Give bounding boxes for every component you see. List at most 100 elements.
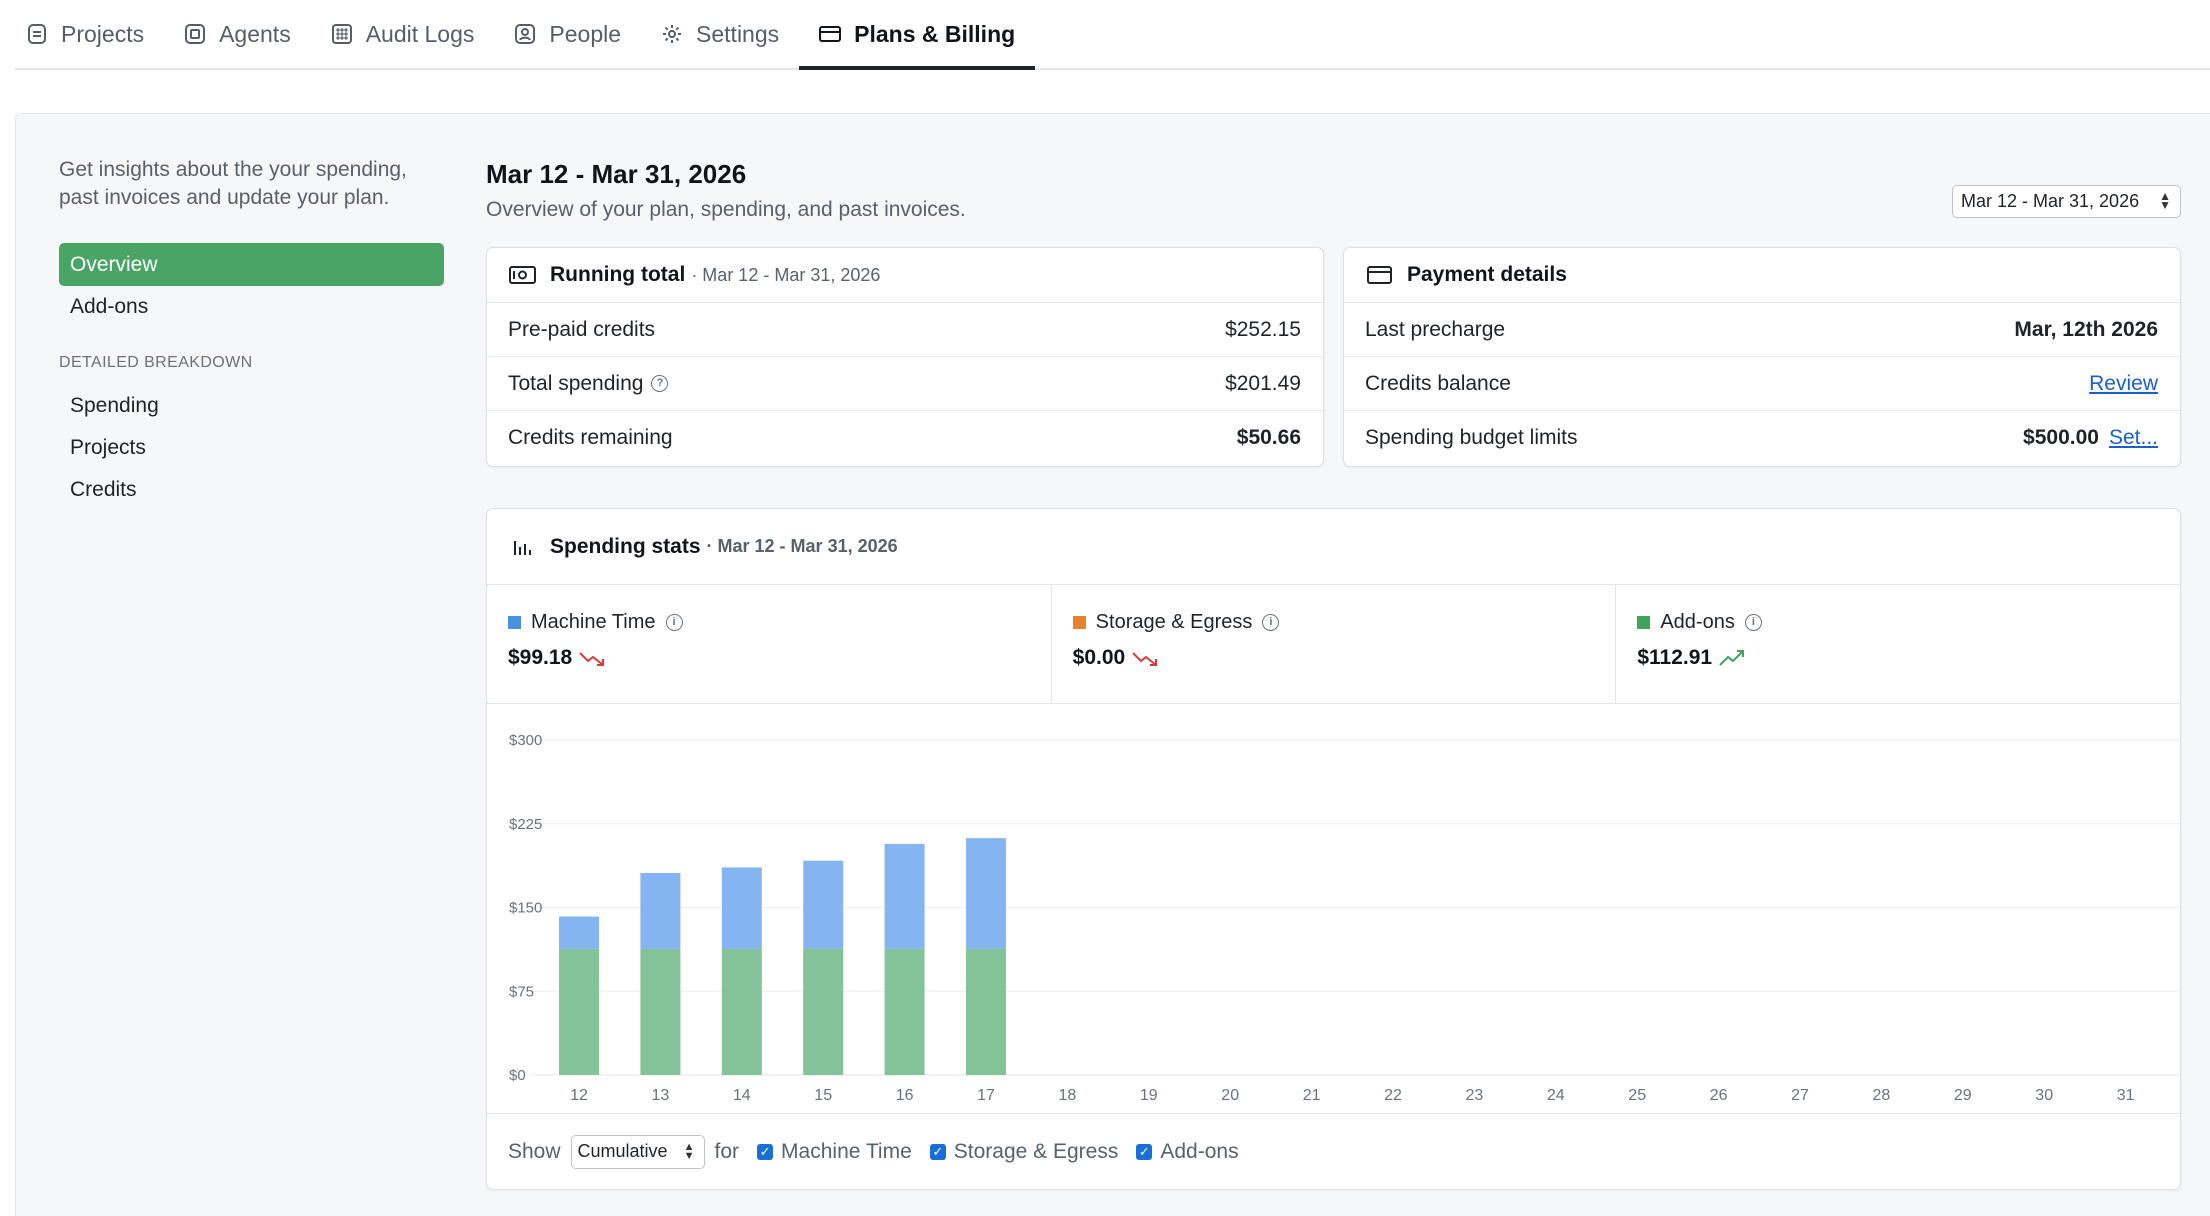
tab-plans-billing[interactable]: Plans & Billing — [799, 0, 1036, 70]
spending-stats-card: Spending stats · Mar 12 - Mar 31, 2026 M… — [486, 508, 2181, 1190]
y-tick-label: $0 — [509, 1067, 526, 1084]
x-tick-label: 31 — [2117, 1087, 2135, 1104]
mode-select[interactable]: Cumulative ▲ ▼ — [570, 1134, 705, 1169]
x-tick-label: 21 — [1303, 1087, 1321, 1104]
sidebar-item-overview[interactable]: Overview — [59, 243, 444, 286]
x-tick-label: 15 — [814, 1087, 832, 1104]
bar-chart-icon — [514, 540, 531, 555]
stat-value: $0.00 — [1072, 646, 1126, 669]
filter-machine-time[interactable]: ✓ Machine Time — [757, 1140, 912, 1164]
people-icon — [515, 24, 536, 44]
bar-segment — [884, 948, 925, 1075]
row-label: Spending budget limits — [1365, 426, 1578, 449]
x-tick-label: 26 — [1710, 1087, 1728, 1104]
x-tick-label: 22 — [1384, 1087, 1402, 1104]
money-icon — [509, 266, 536, 284]
sidebar-item-label: Overview — [70, 252, 158, 276]
row-value: $50.66 — [1236, 426, 1301, 449]
filter-storage-egress[interactable]: ✓ Storage & Egress — [929, 1140, 1118, 1164]
budget-limits-row: Spending budget limits $500.00 Set... — [1344, 411, 2180, 465]
bar-segment — [640, 948, 681, 1075]
tab-label: Plans & Billing — [854, 20, 1016, 47]
sidebar-item-projects[interactable]: Projects — [59, 426, 444, 469]
page-title: Mar 12 - Mar 31, 2026 — [486, 159, 747, 189]
row-label: Last precharge — [1365, 317, 1506, 341]
bar-segment — [966, 838, 1006, 949]
tab-agents[interactable]: Agents — [164, 0, 311, 68]
row-label: Credits balance — [1365, 371, 1511, 395]
card-title: Spending stats — [550, 534, 701, 558]
tab-projects[interactable]: Projects — [15, 0, 164, 68]
gear-icon — [663, 25, 682, 43]
credits-balance-row: Credits balance Review — [1344, 357, 2180, 411]
bar-segment — [721, 867, 762, 949]
bar-segment — [721, 948, 762, 1075]
stat-storage-egress: Storage & Egress i $0.00 — [1052, 585, 1617, 703]
x-tick-label: 14 — [733, 1087, 751, 1104]
card-range: · Mar 12 - Mar 31, 2026 — [691, 264, 881, 285]
row-value: $201.49 — [1225, 371, 1301, 395]
card-header: Spending stats · Mar 12 - Mar 31, 2026 — [487, 509, 2180, 585]
page-subtitle: Overview of your plan, spending, and pas… — [486, 198, 966, 221]
stat-value: $112.91 — [1637, 646, 1713, 669]
row-label: Total spending — [508, 371, 644, 395]
tab-label: Settings — [696, 20, 780, 47]
info-icon[interactable]: i — [1262, 614, 1280, 631]
filter-add-ons[interactable]: ✓ Add-ons — [1136, 1139, 1239, 1164]
sidebar-intro: Get insights about the your spending, pa… — [59, 158, 407, 209]
filter-label: Machine Time — [781, 1139, 912, 1163]
checkbox-checked-icon[interactable]: ✓ — [1136, 1143, 1153, 1160]
x-tick-label: 23 — [1466, 1087, 1484, 1104]
row-value: $500.00 — [2023, 426, 2099, 449]
bar-segment — [559, 948, 599, 1075]
x-tick-label: 17 — [977, 1087, 995, 1104]
stat-label: Add-ons — [1660, 611, 1735, 633]
tab-people[interactable]: People — [494, 0, 641, 68]
mode-value: Cumulative — [577, 1141, 668, 1161]
info-icon[interactable]: i — [1744, 614, 1762, 631]
select-arrows-icon: ▲ ▼ — [683, 1140, 695, 1162]
tab-audit-logs[interactable]: Audit Logs — [311, 0, 495, 68]
stat-value: $99.18 — [508, 646, 573, 669]
show-label: Show — [508, 1139, 561, 1163]
bar-segment — [640, 872, 681, 949]
trend-up-icon — [1719, 650, 1745, 666]
tab-label: People — [549, 20, 622, 47]
bar-segment — [559, 916, 599, 949]
checkbox-checked-icon[interactable]: ✓ — [757, 1143, 774, 1160]
date-range-select[interactable]: Mar 12 - Mar 31, 2026 ▲ ▼ — [1952, 185, 2181, 218]
sidebar-item-label: Add-ons — [70, 294, 149, 318]
x-tick-label: 30 — [2035, 1087, 2053, 1104]
credits-remaining-row: Credits remaining $50.66 — [487, 411, 1323, 465]
info-icon[interactable]: i — [665, 614, 683, 631]
sidebar-item-spending[interactable]: Spending — [59, 384, 444, 427]
total-spending-row: Total spending ? $201.49 — [487, 357, 1323, 411]
card-title: Running total — [550, 263, 686, 286]
bar-segment — [966, 948, 1006, 1075]
x-tick-label: 20 — [1221, 1087, 1239, 1104]
audit-logs-icon — [331, 24, 352, 44]
checkbox-checked-icon[interactable]: ✓ — [929, 1143, 946, 1160]
x-tick-label: 28 — [1873, 1087, 1891, 1104]
sidebar-item-credits[interactable]: Credits — [59, 468, 444, 511]
tab-label: Projects — [61, 20, 145, 47]
y-tick-label: $225 — [509, 816, 542, 833]
card-header: Payment details — [1344, 248, 2180, 303]
legend-swatch — [1637, 616, 1651, 629]
tab-settings[interactable]: Settings — [641, 0, 799, 68]
row-label: Pre-paid credits — [508, 317, 656, 341]
row-label: Credits remaining — [508, 426, 673, 449]
agents-icon — [185, 24, 206, 44]
bar-segment — [803, 948, 844, 1075]
legend-swatch — [508, 616, 521, 629]
review-link[interactable]: Review — [2089, 371, 2158, 395]
help-icon[interactable]: ? — [651, 375, 669, 392]
filter-label: Add-ons — [1160, 1139, 1239, 1163]
stats-summary: Machine Time i $99.18 Storage & Egress i… — [487, 585, 2180, 704]
sidebar-item-add-ons[interactable]: Add-ons — [59, 285, 444, 328]
card-title: Payment details — [1407, 263, 1567, 286]
set-budget-link[interactable]: Set... — [2108, 426, 2158, 449]
credit-card-icon — [819, 26, 842, 42]
y-tick-label: $150 — [509, 900, 542, 917]
x-tick-label: 13 — [652, 1087, 670, 1104]
